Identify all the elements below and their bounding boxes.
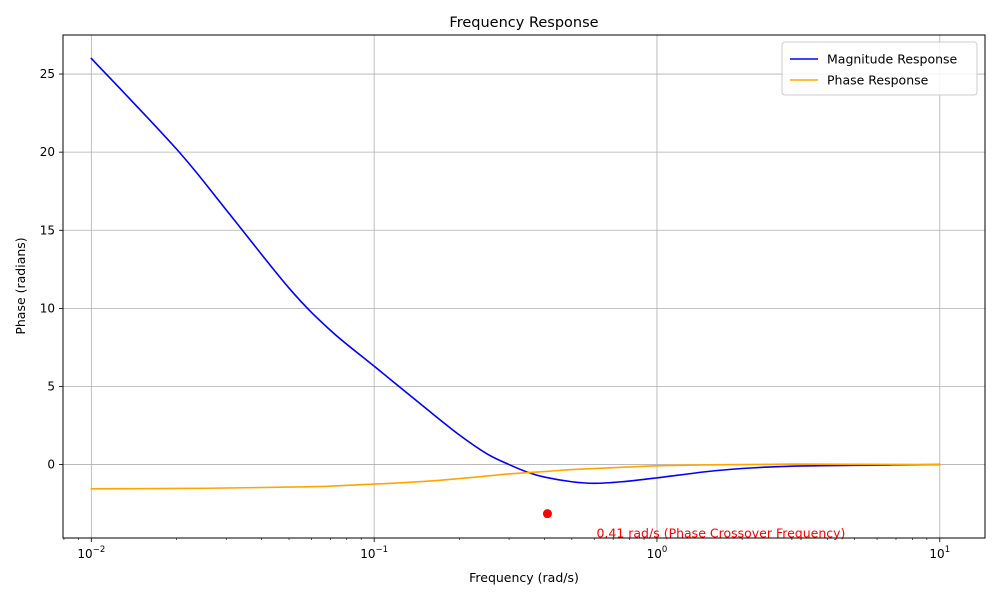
- chart-title: Frequency Response: [449, 15, 598, 31]
- phase-crossover-marker: [542, 509, 552, 519]
- y-tick-label: 15: [40, 223, 55, 237]
- x-tick-label: 101: [929, 545, 950, 561]
- axis-ticks: 10−2 10−1 100 101 0 5 10 15 20 25: [40, 67, 950, 561]
- series-line-magnitude: [90, 57, 941, 485]
- x-axis-label: Frequency (rad/s): [469, 570, 579, 585]
- plot-frame: [62, 34, 986, 539]
- plot-series: [90, 57, 941, 490]
- annotation: 0.41 rad/s (Phase Crossover Frequency): [542, 509, 845, 541]
- x-tick-label: 100: [647, 545, 668, 561]
- legend-label: Magnitude Response: [827, 52, 958, 67]
- y-axis-label: Phase (radians): [13, 237, 28, 334]
- x-tick-label: 10−2: [77, 545, 105, 561]
- y-tick-label: 0: [47, 458, 55, 472]
- y-tick-label: 20: [40, 145, 55, 159]
- series-line-phase: [90, 463, 941, 490]
- legend-label: Phase Response: [827, 73, 929, 88]
- y-tick-label: 5: [47, 379, 55, 393]
- legend-box: [781, 41, 978, 96]
- phase-crossover-label: 0.41 rad/s (Phase Crossover Frequency): [596, 526, 845, 541]
- legend: Magnitude Response Phase Response: [781, 41, 978, 96]
- x-tick-label: 10−1: [360, 545, 388, 561]
- y-tick-label: 10: [40, 301, 55, 315]
- y-tick-label: 25: [40, 67, 55, 81]
